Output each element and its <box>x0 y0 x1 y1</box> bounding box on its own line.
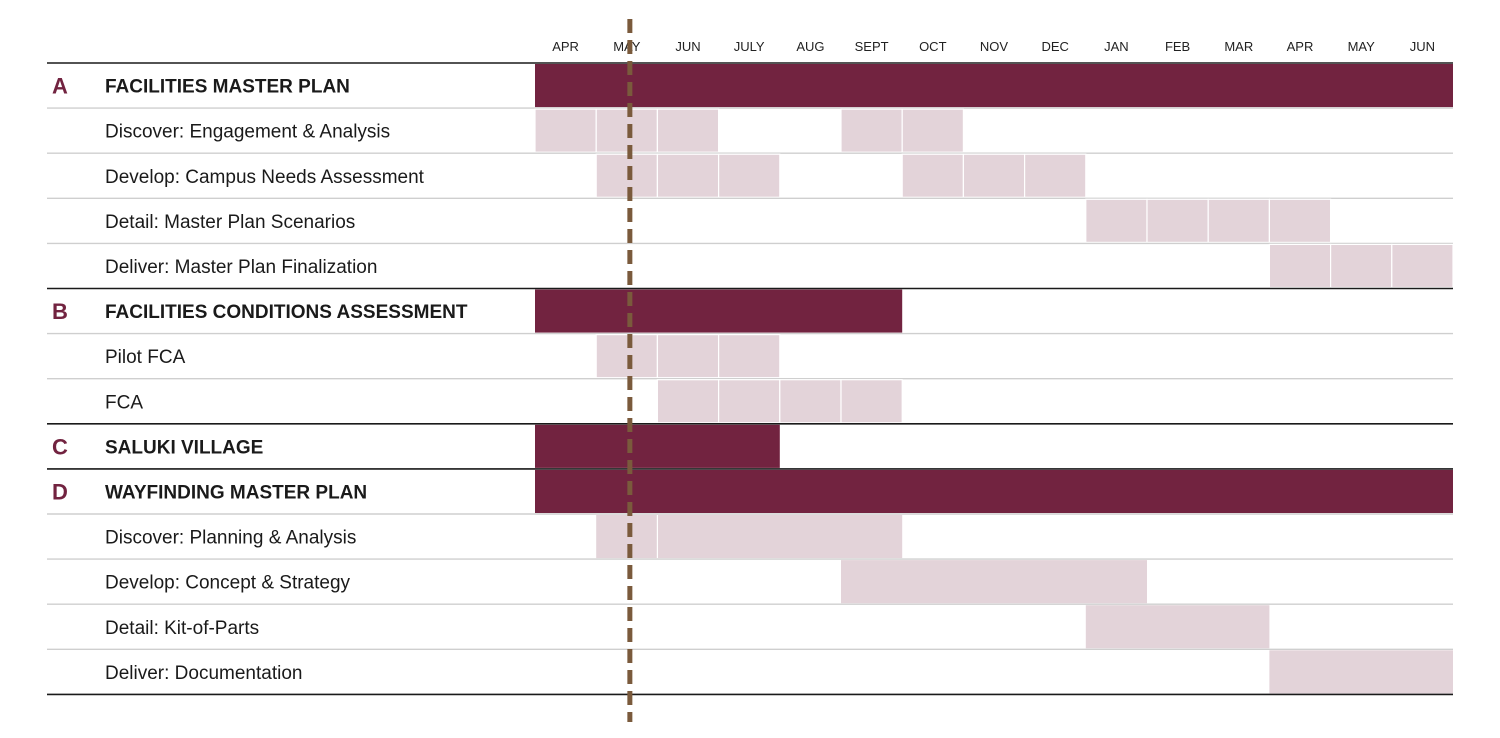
task-cell <box>1085 198 1148 244</box>
task-cell <box>779 379 842 424</box>
task-cell <box>1268 198 1332 244</box>
group-label: FACILITIES CONDITIONS ASSESSMENT <box>105 302 468 323</box>
task-row-2: Develop: Campus Needs Assessment <box>47 153 1453 200</box>
month-label-12: APR <box>1287 39 1314 54</box>
month-label-1: MAY <box>613 39 641 54</box>
group-letter: C <box>52 434 68 459</box>
task-cell <box>1207 198 1270 244</box>
task-label: Develop: Concept & Strategy <box>105 573 351 594</box>
task-cell <box>595 153 659 198</box>
task-row-4: Deliver: Master Plan Finalization <box>47 243 1454 290</box>
task-label: Develop: Campus Needs Assessment <box>105 167 425 188</box>
task-cell <box>840 108 903 153</box>
task-bar <box>596 515 903 559</box>
task-cell <box>1268 243 1332 289</box>
month-label-5: SEPT <box>855 39 889 54</box>
month-label-13: MAY <box>1348 39 1376 54</box>
task-cell <box>1023 153 1087 198</box>
task-cell <box>1329 243 1393 289</box>
month-label-7: NOV <box>980 39 1009 54</box>
task-cell <box>901 108 965 153</box>
group-bar <box>535 424 780 468</box>
task-cell <box>717 379 781 424</box>
task-cell <box>595 334 659 379</box>
group-bar <box>535 289 903 333</box>
task-row-1: Discover: Engagement & Analysis <box>47 108 1453 154</box>
task-cell <box>656 153 720 198</box>
month-label-2: JUN <box>675 39 700 54</box>
group-row-5: B FACILITIES CONDITIONS ASSESSMENT <box>47 289 1453 335</box>
task-row-7: FCA <box>47 379 1453 425</box>
task-row-11: Develop: Concept & Strategy <box>47 560 1453 605</box>
task-label: FCA <box>105 392 143 413</box>
group-row-9: D WAYFINDING MASTER PLAN <box>47 469 1453 515</box>
task-cell <box>656 108 720 153</box>
task-row-13: Deliver: Documentation <box>47 650 1453 696</box>
task-label: Discover: Engagement & Analysis <box>105 122 390 143</box>
task-label: Detail: Master Plan Scenarios <box>105 212 355 233</box>
group-letter: A <box>52 74 68 99</box>
month-label-11: MAR <box>1224 39 1253 54</box>
month-label-6: OCT <box>919 39 947 54</box>
group-row-8: C SALUKI VILLAGE <box>47 424 1453 470</box>
gantt-rows: A FACILITIES MASTER PLAN Discover: Engagem… <box>47 62 1454 696</box>
month-label-14: JUN <box>1410 39 1435 54</box>
task-label: Discover: Planning & Analysis <box>105 528 356 549</box>
month-label-10: FEB <box>1165 39 1190 54</box>
task-cell <box>1391 243 1454 289</box>
task-cell <box>962 153 1026 198</box>
task-cell <box>901 153 965 198</box>
task-cell <box>595 108 659 153</box>
month-label-9: JAN <box>1104 39 1129 54</box>
task-row-6: Pilot FCA <box>47 334 1453 380</box>
month-label-3: JULY <box>734 39 765 54</box>
task-bar <box>841 560 1147 604</box>
group-label: FACILITIES MASTER PLAN <box>105 77 350 98</box>
group-letter: B <box>52 299 68 324</box>
month-label-8: DEC <box>1041 39 1068 54</box>
month-label-0: APR <box>552 39 579 54</box>
task-cell <box>840 379 903 424</box>
task-label: Detail: Kit-of-Parts <box>105 618 259 639</box>
task-row-10: Discover: Planning & Analysis <box>47 515 1453 560</box>
task-cell <box>1146 198 1209 244</box>
group-label: WAYFINDING MASTER PLAN <box>105 482 367 503</box>
month-axis: APR MAY JUN JULY AUG SEPT OCT NOV DEC JAN FEB MAR AP… <box>552 39 1435 54</box>
task-label: Deliver: Documentation <box>105 663 302 684</box>
group-label: SALUKI VILLAGE <box>105 437 263 458</box>
group-bar <box>535 64 1453 108</box>
task-label: Deliver: Master Plan Finalization <box>105 257 377 278</box>
task-row-12: Detail: Kit-of-Parts <box>47 605 1453 650</box>
task-bar <box>1085 605 1270 649</box>
group-letter: D <box>52 479 68 504</box>
task-bar <box>1269 650 1453 694</box>
task-label: Pilot FCA <box>105 347 186 368</box>
month-label-4: AUG <box>796 39 824 54</box>
task-cell <box>656 334 720 379</box>
task-cell <box>717 334 781 379</box>
group-row-0: A FACILITIES MASTER PLAN <box>47 64 1453 109</box>
task-row-3: Detail: Master Plan Scenarios <box>47 198 1453 245</box>
task-cell <box>717 153 781 198</box>
task-cell <box>656 379 720 424</box>
task-cell <box>534 108 597 153</box>
group-bar <box>535 469 1453 513</box>
